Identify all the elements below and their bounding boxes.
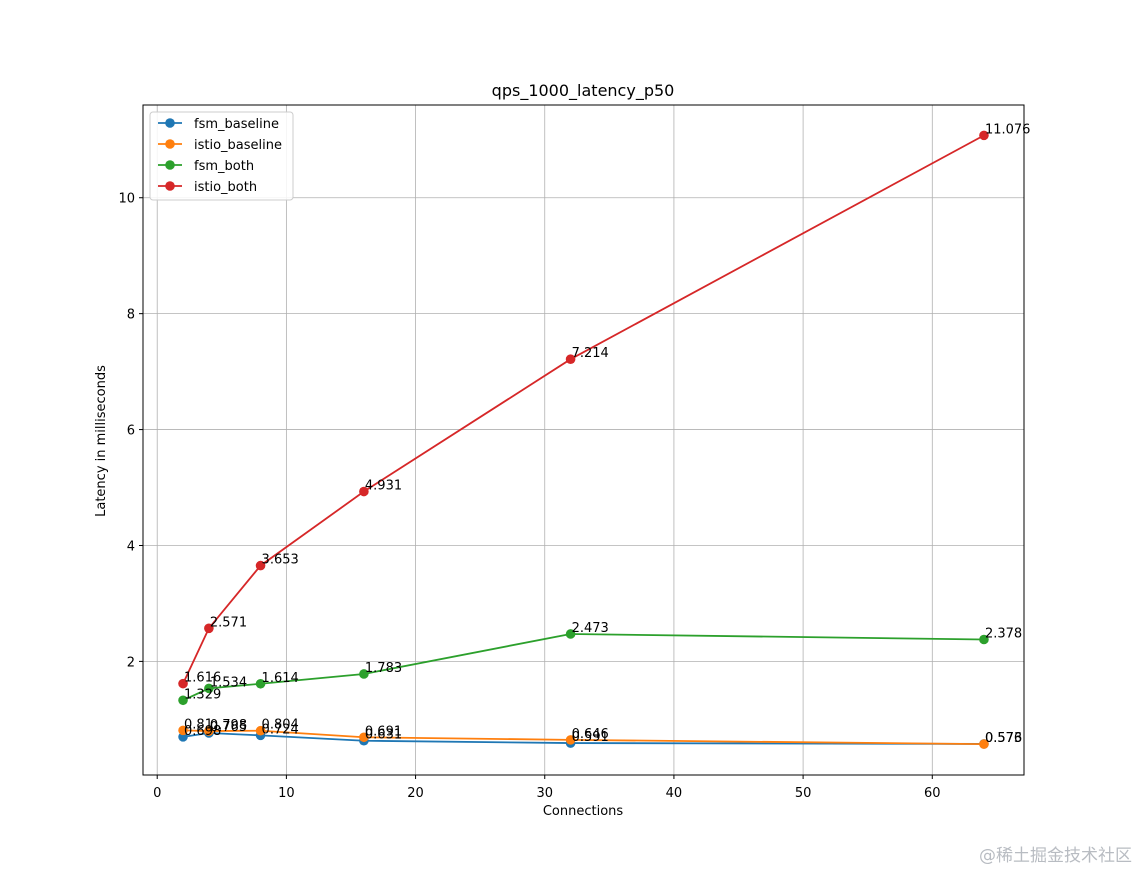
data-label-istio_baseline: 0.691 <box>365 724 402 739</box>
x-tick-label: 20 <box>407 786 424 801</box>
data-label-istio_both: 7.214 <box>572 346 609 361</box>
data-point-istio_baseline <box>178 725 188 736</box>
data-label-istio_baseline: 0.804 <box>262 718 299 733</box>
data-label-fsm_both: 1.534 <box>210 675 247 690</box>
data-label-istio_both: 11.076 <box>985 122 1031 137</box>
data-label-istio_both: 4.931 <box>365 479 402 494</box>
data-label-fsm_baseline: 0.631 <box>365 728 402 743</box>
data-point-istio_both <box>204 623 214 634</box>
legend-marker-fsm_baseline <box>165 118 175 128</box>
y-tick-label: 2 <box>127 655 135 670</box>
x-tick-label: 50 <box>795 786 812 801</box>
data-label-fsm_baseline: 0.576 <box>985 731 1022 746</box>
data-point-istio_baseline <box>255 725 266 736</box>
legend-label-istio_both: istio_both <box>194 180 257 195</box>
y-tick-label: 8 <box>127 308 135 323</box>
legend-marker-istio_both <box>165 181 175 191</box>
data-point-fsm_both <box>204 683 214 694</box>
data-label-istio_both: 1.616 <box>184 671 221 686</box>
legend-label-fsm_baseline: fsm_baseline <box>194 117 279 132</box>
data-point-istio_both <box>178 678 188 689</box>
data-point-istio_baseline <box>204 726 214 736</box>
data-label-istio_baseline: 0.646 <box>572 727 609 742</box>
legend-box <box>149 111 294 201</box>
axis-ticks: 0 10 20 30 40 50 60 2 4 6 8 10 <box>118 192 940 801</box>
legend-label-fsm_both: fsm_both <box>194 159 254 174</box>
data-point-fsm_both <box>178 695 188 706</box>
data-point-fsm_both <box>359 669 369 679</box>
data-point-istio_baseline <box>979 739 989 749</box>
legend: fsm_baseline istio_baseline fsm_both istio_… <box>149 111 294 201</box>
y-tick-label: 4 <box>127 539 135 554</box>
data-label-fsm_baseline: 0.765 <box>210 720 247 735</box>
data-point-istio_baseline <box>565 735 576 745</box>
x-axis-label: Connections <box>543 804 624 819</box>
legend-label-istio_baseline: istio_baseline <box>194 138 282 153</box>
data-label-istio_both: 3.653 <box>262 553 299 568</box>
data-label-istio_baseline: 0.798 <box>210 718 247 733</box>
plot-frame <box>142 104 1025 776</box>
legend-marker-istio_baseline <box>165 139 175 149</box>
x-tick-label: 0 <box>153 786 161 801</box>
x-tick-label: 10 <box>278 786 295 801</box>
y-tick-label: 6 <box>127 424 135 439</box>
data-point-istio_both <box>359 486 369 497</box>
data-label-fsm_baseline: 0.724 <box>262 722 299 737</box>
y-tick-label: 10 <box>118 192 135 207</box>
data-label-istio_baseline: 0.81 <box>184 717 213 732</box>
x-tick-label: 40 <box>666 786 683 801</box>
data-label-fsm_both: 2.473 <box>572 621 609 636</box>
data-label-istio_both: 2.571 <box>210 615 247 630</box>
data-label-istio_baseline: 0.573 <box>985 731 1022 746</box>
data-point-istio_both <box>255 560 266 571</box>
data-point-istio_baseline <box>359 732 369 743</box>
data-label-fsm_both: 1.783 <box>365 661 402 676</box>
series-line-istio_both <box>182 134 985 685</box>
data-point-istio_both <box>979 130 989 141</box>
data-label-fsm_both: 1.329 <box>184 687 221 702</box>
data-point-fsm_both <box>255 678 266 689</box>
data-label-fsm_both: 1.614 <box>262 671 299 686</box>
data-label-fsm_baseline: 0.698 <box>184 724 221 739</box>
data-label-fsm_baseline: 0.591 <box>572 730 609 745</box>
x-tick-label: 60 <box>924 786 941 801</box>
data-point-fsm_both <box>979 634 989 645</box>
data-point-istio_both <box>565 354 576 365</box>
data-point-fsm_both <box>565 629 576 639</box>
chart-title: qps_1000_latency_p50 <box>492 81 675 101</box>
data-label-fsm_both: 2.378 <box>985 626 1022 641</box>
watermark-text: @稀土掘金技术社区 <box>979 846 1132 866</box>
series-layer <box>178 130 989 749</box>
x-tick-label: 30 <box>536 786 553 801</box>
y-axis-label: Latency in milliseconds <box>94 365 109 517</box>
legend-marker-fsm_both <box>165 160 175 170</box>
